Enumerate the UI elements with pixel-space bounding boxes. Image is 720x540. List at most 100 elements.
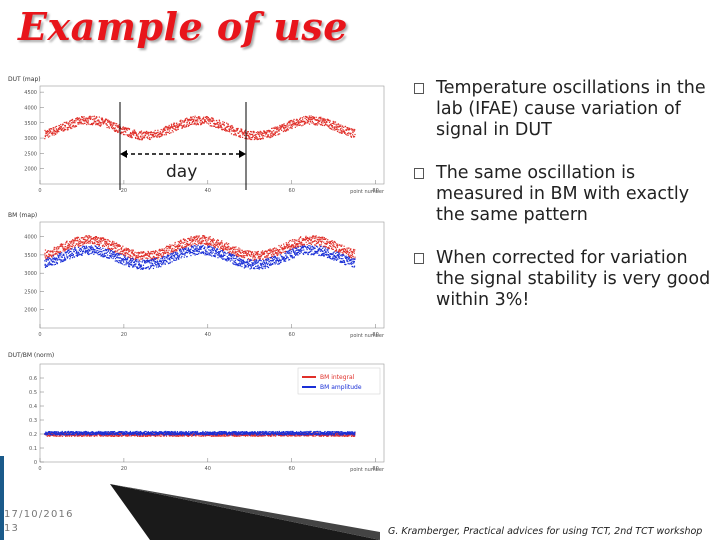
data-point <box>63 121 65 124</box>
y-tick-label: 4000 <box>24 105 37 111</box>
data-point <box>166 254 169 256</box>
data-point <box>171 250 173 252</box>
data-point <box>167 253 169 255</box>
data-point <box>339 261 341 263</box>
data-point <box>291 126 293 128</box>
data-point <box>296 252 298 255</box>
data-point <box>135 260 137 262</box>
data-point <box>348 263 350 265</box>
data-point <box>336 246 339 248</box>
data-point <box>132 254 135 256</box>
data-point <box>344 131 346 134</box>
data-point <box>250 131 252 133</box>
data-point <box>159 131 161 133</box>
data-point <box>205 242 207 244</box>
data-point <box>290 121 292 123</box>
data-point <box>169 435 172 437</box>
data-point <box>213 255 216 257</box>
data-point <box>219 123 221 125</box>
data-point <box>147 435 149 437</box>
data-point <box>254 251 256 253</box>
data-point <box>191 245 193 248</box>
data-point <box>77 246 80 249</box>
data-point <box>135 255 137 258</box>
data-point <box>112 253 114 256</box>
data-point <box>74 247 76 249</box>
data-point <box>83 117 85 119</box>
data-point <box>143 251 145 253</box>
data-point <box>238 254 240 257</box>
data-point <box>47 257 49 259</box>
data-point <box>342 259 344 262</box>
data-point <box>285 250 287 252</box>
data-point <box>265 266 267 268</box>
data-point <box>298 238 300 241</box>
data-point <box>118 124 120 126</box>
data-point <box>90 252 92 255</box>
data-point <box>310 253 313 255</box>
data-point <box>227 123 229 125</box>
data-point <box>158 252 161 254</box>
data-point <box>71 119 73 121</box>
data-point <box>59 259 62 261</box>
data-point <box>117 434 119 436</box>
data-point <box>260 264 262 266</box>
data-point <box>263 253 265 255</box>
data-point <box>180 242 182 244</box>
data-point <box>146 261 148 263</box>
data-point <box>53 250 55 252</box>
data-point <box>316 123 318 125</box>
data-point <box>333 259 335 261</box>
data-point <box>108 249 110 251</box>
data-point <box>194 115 196 117</box>
data-point <box>353 252 355 254</box>
data-point <box>208 121 210 123</box>
data-point <box>196 244 198 246</box>
data-point <box>72 253 74 256</box>
data-point <box>94 245 96 247</box>
data-point <box>176 244 178 246</box>
data-point <box>341 131 343 133</box>
data-point <box>249 254 251 257</box>
data-point <box>161 249 164 252</box>
data-point <box>110 126 113 129</box>
data-point <box>328 246 330 248</box>
data-point <box>242 261 244 263</box>
data-point <box>97 241 100 243</box>
data-point <box>255 136 258 138</box>
data-point <box>183 246 185 248</box>
data-point <box>321 236 323 238</box>
data-point <box>121 433 123 435</box>
data-point <box>71 435 73 437</box>
data-point <box>110 244 112 246</box>
data-point <box>93 251 95 253</box>
data-point <box>176 122 178 124</box>
data-point <box>279 259 281 262</box>
y-tick-label: 2000 <box>24 167 37 173</box>
data-point <box>266 251 268 253</box>
data-point <box>167 258 169 260</box>
data-point <box>121 263 124 265</box>
data-point <box>151 258 153 261</box>
data-point <box>298 123 300 125</box>
data-point <box>346 132 349 135</box>
data-point <box>101 251 103 253</box>
data-point <box>48 129 51 131</box>
data-point <box>261 253 263 255</box>
data-point <box>229 258 231 260</box>
data-point <box>93 242 95 244</box>
data-point <box>106 119 109 122</box>
data-point <box>90 245 92 247</box>
data-point <box>338 255 340 257</box>
data-point <box>343 130 345 132</box>
y-tick-label: 0.3 <box>29 418 37 424</box>
data-point <box>253 131 255 133</box>
data-point <box>182 126 184 128</box>
data-point <box>113 122 115 124</box>
data-point <box>161 264 163 266</box>
data-point <box>170 252 172 254</box>
data-point <box>323 246 325 248</box>
data-point <box>261 134 263 137</box>
data-point <box>232 263 235 265</box>
data-point <box>282 257 284 260</box>
